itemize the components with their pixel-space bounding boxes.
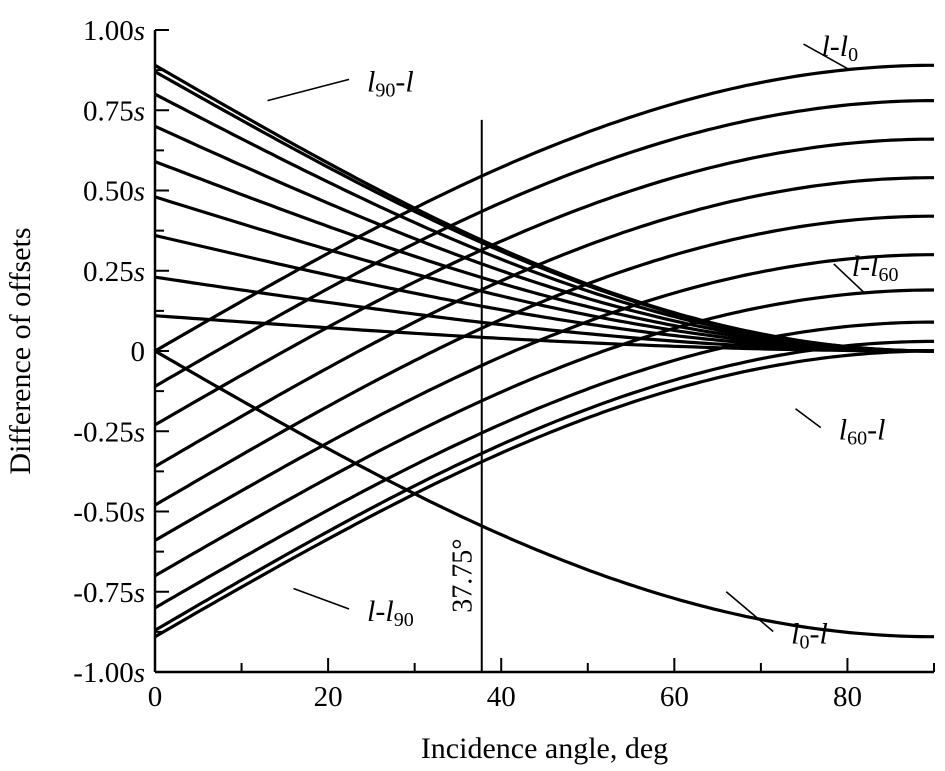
- series-line-10: [154, 349, 934, 639]
- y-ticks-group: 1.00s 0.75s 0.50s 0.25s 0 -0.25s -0.50s -0.75s -…: [73, 15, 169, 689]
- x-tick-label: 20: [314, 681, 343, 713]
- label-leader-line: [795, 408, 822, 429]
- curve-label-5: l-l90: [367, 595, 414, 631]
- y-tick-label: 1.00s: [83, 15, 145, 47]
- curve-label-6: l0-l: [791, 617, 828, 653]
- curve-label-4: l60-l: [839, 414, 886, 450]
- series-line-16: [154, 253, 934, 542]
- y-tick-label: -0.75s: [73, 577, 145, 609]
- label-leader-line: [803, 43, 848, 70]
- series-line-11: [154, 63, 934, 353]
- x-axis-label: Incidence angle, deg: [421, 732, 668, 765]
- series-line-2: [154, 70, 934, 353]
- curve-label-1: l90-l: [367, 65, 414, 101]
- y-tick-label: -1.00s: [73, 657, 145, 689]
- curve-labels-group: l90-l l-l0 l-l60 l60-l l-l90 l0-l: [267, 30, 899, 653]
- reference-line-label: 37.75°: [448, 539, 479, 613]
- vertical-reference-group: 37.75°: [448, 119, 483, 672]
- series-line-12: [154, 99, 934, 388]
- series-line-13: [154, 137, 935, 427]
- x-tick-label: 80: [833, 681, 862, 713]
- curve-label-2: l-l0: [821, 30, 858, 66]
- series-line-18: [154, 320, 934, 610]
- y-tick-label: 0: [131, 336, 146, 368]
- curve-label-3: l-l60: [852, 250, 899, 286]
- y-tick-label: 0.75s: [83, 95, 145, 127]
- series-line-14: [154, 176, 934, 468]
- curves-group: [154, 63, 935, 639]
- label-leader-line: [725, 591, 774, 633]
- series-line-20: [154, 349, 934, 639]
- y-tick-label: -0.25s: [73, 416, 145, 448]
- x-tick-label: 60: [660, 681, 689, 713]
- x-ticks-group: 0 20 40 60 80: [148, 658, 935, 713]
- y-tick-label: 0.50s: [83, 176, 145, 208]
- series-line-15: [154, 214, 934, 507]
- y-axis-label: Difference of offsets: [4, 227, 37, 474]
- x-tick-label: 0: [148, 681, 163, 713]
- series-line-19: [154, 339, 934, 632]
- series-line-17: [154, 288, 934, 578]
- label-leader-line: [267, 78, 350, 102]
- y-tick-label: -0.50s: [73, 497, 145, 529]
- label-leader-line: [833, 263, 866, 294]
- y-tick-label: 0.25s: [83, 256, 145, 288]
- label-leader-line: [293, 587, 350, 610]
- x-tick-label: 40: [487, 681, 516, 713]
